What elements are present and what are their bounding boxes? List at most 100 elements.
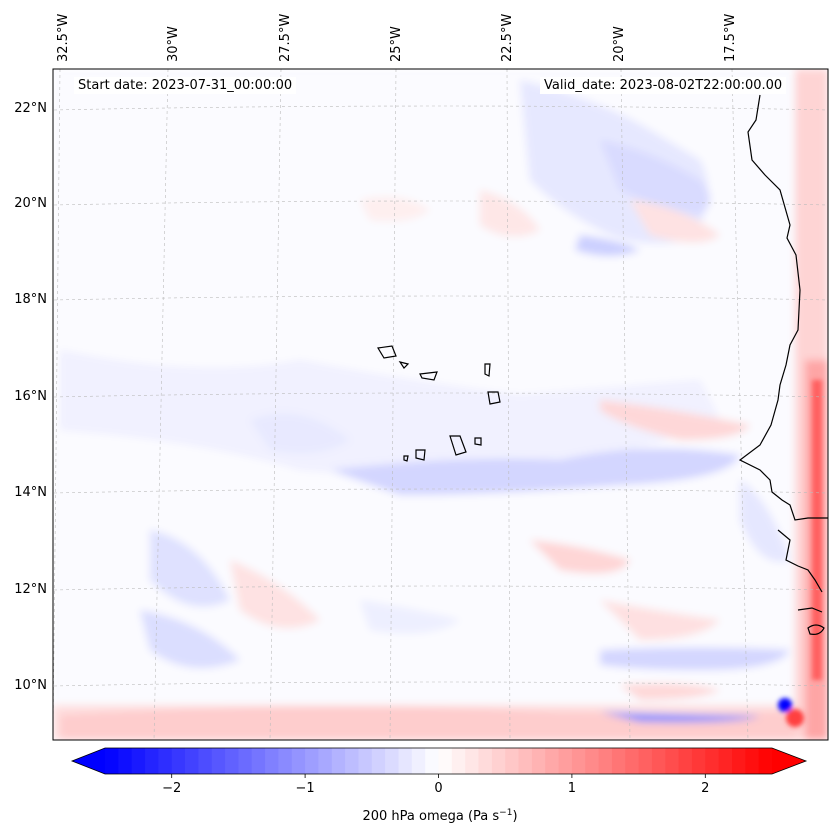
sao-nicolau-island: [419, 371, 438, 381]
coastlines: [377, 94, 828, 635]
colorbar-segment: [265, 748, 280, 774]
colorbar-segment: [318, 748, 333, 774]
colorbar: −2 −1 0 1 2: [70, 747, 808, 796]
omega-field: [53, 69, 828, 740]
colorbar-segment: [531, 748, 546, 774]
maio-island: [474, 437, 482, 446]
colorbar-segment: [545, 748, 560, 774]
colorbar-segment: [105, 748, 119, 774]
colorbar-segment: [131, 748, 146, 774]
colorbar-tick-label: −2: [162, 781, 181, 796]
colorbar-segment: [385, 748, 400, 774]
colorbar-segment: [371, 748, 386, 774]
colorbar-segment: [731, 748, 746, 774]
africa-coastline: [738, 94, 828, 521]
lat-line-12n: [53, 585, 828, 591]
lon-line-25w: [389, 69, 397, 740]
lat-label-18n: 18°N: [14, 292, 47, 307]
colorbar-segment: [158, 748, 173, 774]
colorbar-segment: [585, 748, 600, 774]
lon-label-22-5w: 22.5°W: [500, 14, 515, 62]
lat-label-20n: 20°N: [14, 196, 47, 211]
colorbar-segment: [758, 748, 773, 774]
guinea-coastline: [777, 529, 823, 593]
colorbar-tick-label: −1: [296, 781, 315, 796]
colorbar-tick-label: 0: [434, 781, 442, 796]
longitude-labels: 32.5°W 30°W 27.5°W 25°W 22.5°W 20°W 17.5…: [56, 14, 738, 62]
colorbar-segment: [465, 748, 480, 774]
colorbar-segment: [705, 748, 720, 774]
colorbar-segment: [251, 748, 266, 774]
sal-island: [484, 363, 491, 377]
fogo-island: [415, 449, 426, 461]
colorbar-segment: [718, 748, 733, 774]
colorbar-segment: [638, 748, 653, 774]
lat-label-10n: 10°N: [14, 678, 47, 693]
sao-vicente-island: [398, 361, 410, 369]
colorbar-segment: [491, 748, 506, 774]
lon-label-27-5w: 27.5°W: [278, 14, 293, 62]
lon-label-30w: 30°W: [166, 26, 181, 62]
map-frame: [52, 68, 829, 741]
colorbar-segment: [598, 748, 613, 774]
start-date-label: Start date: 2023-07-31_00:00:00: [74, 77, 297, 94]
colorbar-segment: [651, 748, 666, 774]
colorbar-segment: [225, 748, 239, 774]
colorbar-segment: [398, 748, 413, 774]
lat-line-20n: [53, 200, 828, 206]
colorbar-segment: [625, 748, 640, 774]
lat-label-14n: 14°N: [14, 485, 47, 500]
colorbar-segment: [305, 748, 320, 774]
colorbar-segment: [345, 748, 360, 774]
lon-line-20w: [620, 69, 631, 740]
colorbar-segment: [358, 748, 373, 774]
colorbar-segment: [238, 748, 253, 774]
lat-line-18n: [53, 295, 828, 301]
colorbar-outline: [70, 747, 808, 775]
graticule: [53, 69, 828, 740]
colorbar-segment: [478, 748, 493, 774]
colorbar-segment: [185, 748, 199, 774]
colorbar-segment: [198, 748, 213, 774]
colorbar-segment: [211, 748, 226, 774]
lon-label-25w: 25°W: [389, 26, 404, 62]
santiago-island: [449, 435, 467, 456]
colorbar-segment: [558, 748, 573, 774]
lon-label-20w: 20°W: [612, 26, 627, 62]
colorbar-segment: [145, 748, 159, 774]
lat-label-12n: 12°N: [14, 582, 47, 597]
lon-line-30w: [153, 69, 169, 740]
colorbar-segment: [571, 748, 586, 774]
colorbar-segment: [171, 748, 186, 774]
colorbar-segment: [118, 748, 133, 774]
colorbar-segment: [438, 748, 453, 774]
lon-label-17-5w: 17.5°W: [723, 14, 738, 62]
santo-antao-island: [377, 345, 397, 359]
colorbar-segment: [278, 748, 293, 774]
lon-line-17-5w: [731, 69, 749, 740]
bijagos-island: [807, 624, 825, 635]
colorbar-tick-label: 1: [568, 781, 576, 796]
colorbar-gradient: [72, 748, 806, 774]
colorbar-segment: [678, 748, 693, 774]
latitude-labels: 22°N 20°N 18°N 16°N 14°N 12°N 10°N: [14, 101, 47, 693]
lat-label-22n: 22°N: [14, 101, 47, 116]
colorbar-segment: [505, 748, 520, 774]
colorbar-segment: [611, 748, 626, 774]
lat-line-16n: [53, 392, 828, 398]
valid-date-label: Valid_date: 2023-08-02T22:00:00.00: [540, 77, 787, 94]
lon-line-27-5w: [269, 69, 282, 740]
colorbar-segment: [691, 748, 706, 774]
lat-line-14n: [53, 488, 828, 494]
boa-vista-island: [487, 391, 501, 405]
colorbar-segment: [425, 748, 440, 774]
guinea-coast-north: [797, 607, 823, 613]
colorbar-segment: [745, 748, 760, 774]
lon-line-32-5w: [53, 69, 61, 740]
colorbar-extend-min: [72, 748, 105, 774]
colorbar-extend-max: [772, 748, 806, 774]
colorbar-segment: [331, 748, 346, 774]
colorbar-segment: [291, 748, 306, 774]
lon-label-32-5w: 32.5°W: [56, 14, 71, 62]
